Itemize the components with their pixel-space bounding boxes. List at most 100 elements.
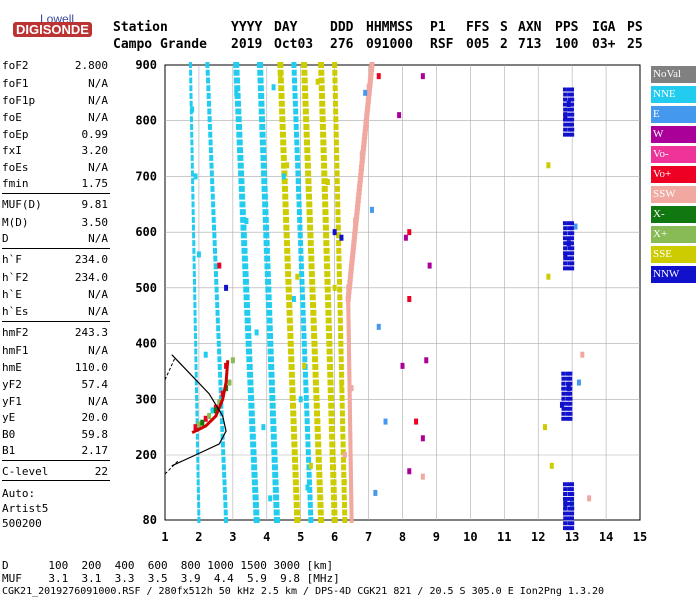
x-tick-label: 14 [599,530,613,544]
param-value: 59.8 [81,428,109,441]
cluster-point [563,487,568,492]
profile-dashed-upper [164,357,176,380]
param-name: MUF(D) [2,198,42,211]
echo-point [271,84,276,91]
cluster-point [563,521,568,526]
legend-vo-swatch: Vo+ [651,166,696,183]
echo-point [376,73,381,80]
param-row: hmF1 N/A [2,344,108,360]
param-row: hmF2 243.3 [2,326,108,342]
param-value: N/A [88,395,108,408]
cluster-point [567,521,572,526]
cluster-point [570,127,575,132]
param-name: hmF2 [2,326,29,339]
cluster-point [561,396,566,401]
y-tick-label: 900 [135,58,157,72]
legend-e-swatch: E [651,106,696,123]
param-name: fxI [2,144,22,157]
cluster-point [562,511,567,516]
x-tick-label: 1 [161,530,168,544]
cluster-point [567,261,572,266]
cluster-point [563,241,568,246]
echo-point [546,162,551,169]
cluster-point [570,521,575,526]
cluster-point [563,501,568,506]
echo-point [580,351,585,358]
param-row: fmin 1.75 [2,177,108,193]
cluster-point [570,102,575,107]
param-value: 234.0 [74,271,108,284]
param-name: fmin [2,177,29,190]
cluster-point [563,516,568,521]
param-value: N/A [88,344,108,357]
cluster-point [570,506,575,511]
param-value: 3.50 [81,216,109,229]
cluster-point [567,492,572,496]
legend-noval-swatch: NoVal [651,66,696,83]
cluster-point [561,406,566,411]
param-row: D N/A [2,232,108,248]
muf-line: MUF 3.1 3.1 3.3 3.5 3.9 4.4 5.9 9.8 [MHz… [2,572,340,585]
echo-point [308,462,313,469]
header-r1-8: AXN [518,20,542,35]
cluster-point [567,92,572,97]
cluster-point [569,516,574,521]
echo-point [278,73,283,80]
param-name: h`F [2,253,22,266]
param-row: yF1 N/A [2,395,108,411]
legend-vo-swatch: Vo- [651,146,696,163]
echo-point [549,462,554,469]
param-row: foE N/A [2,111,108,127]
param-row: yF2 57.4 [2,378,108,394]
y-tick-label: 400 [135,337,157,351]
logo-digisonde: DIGISONDE [13,22,92,37]
cluster-point [568,381,573,386]
cluster-point [566,236,571,241]
cluster-point [566,482,571,487]
header-r2-1: 2019 [231,37,263,52]
cluster-point [562,496,567,501]
header-r1-10: IGA [592,20,616,35]
param-name: M(D) [2,216,29,229]
cluster-point [570,97,575,102]
echo-point [217,399,222,406]
cluster-point [567,122,572,127]
echo-band [291,62,314,523]
cluster-point [565,396,570,401]
cluster-point [563,132,568,137]
cluster-point [570,87,575,92]
cluster-point [566,132,571,137]
echo-point [285,162,290,169]
cluster-point [568,411,573,416]
echo-point [359,151,364,158]
echo-point [420,435,425,442]
panel-divider [2,321,110,322]
x-tick-label: 3 [229,530,236,544]
param-value: 0.99 [81,128,109,141]
x-tick-label: 13 [565,530,579,544]
echo-point [244,218,249,224]
param-name: hmE [2,361,22,374]
cluster-point [561,381,566,386]
cluster-point [561,416,566,421]
param-value: N/A [88,288,108,301]
auto-label: Auto: [2,487,36,500]
header-r1-4: HHMMSS [366,20,413,35]
echo-point [254,329,259,336]
param-row: foF1p N/A [2,94,108,110]
param-name: yF1 [2,395,22,408]
y-tick-label: 200 [135,448,157,462]
param-name: hmF1 [2,344,29,357]
header-r1-11: PS [627,20,643,35]
cluster-point [562,87,567,92]
param-row: foEs N/A [2,161,108,177]
param-row: foF2 2.800 [2,59,108,75]
param-name: yF2 [2,378,22,391]
cluster-point [567,516,572,521]
echo-band [233,62,260,523]
x-tick-label: 10 [463,530,477,544]
cluster-point [570,266,575,271]
echo-point [325,179,330,185]
cluster-point [565,386,570,391]
echo-point [196,251,201,258]
